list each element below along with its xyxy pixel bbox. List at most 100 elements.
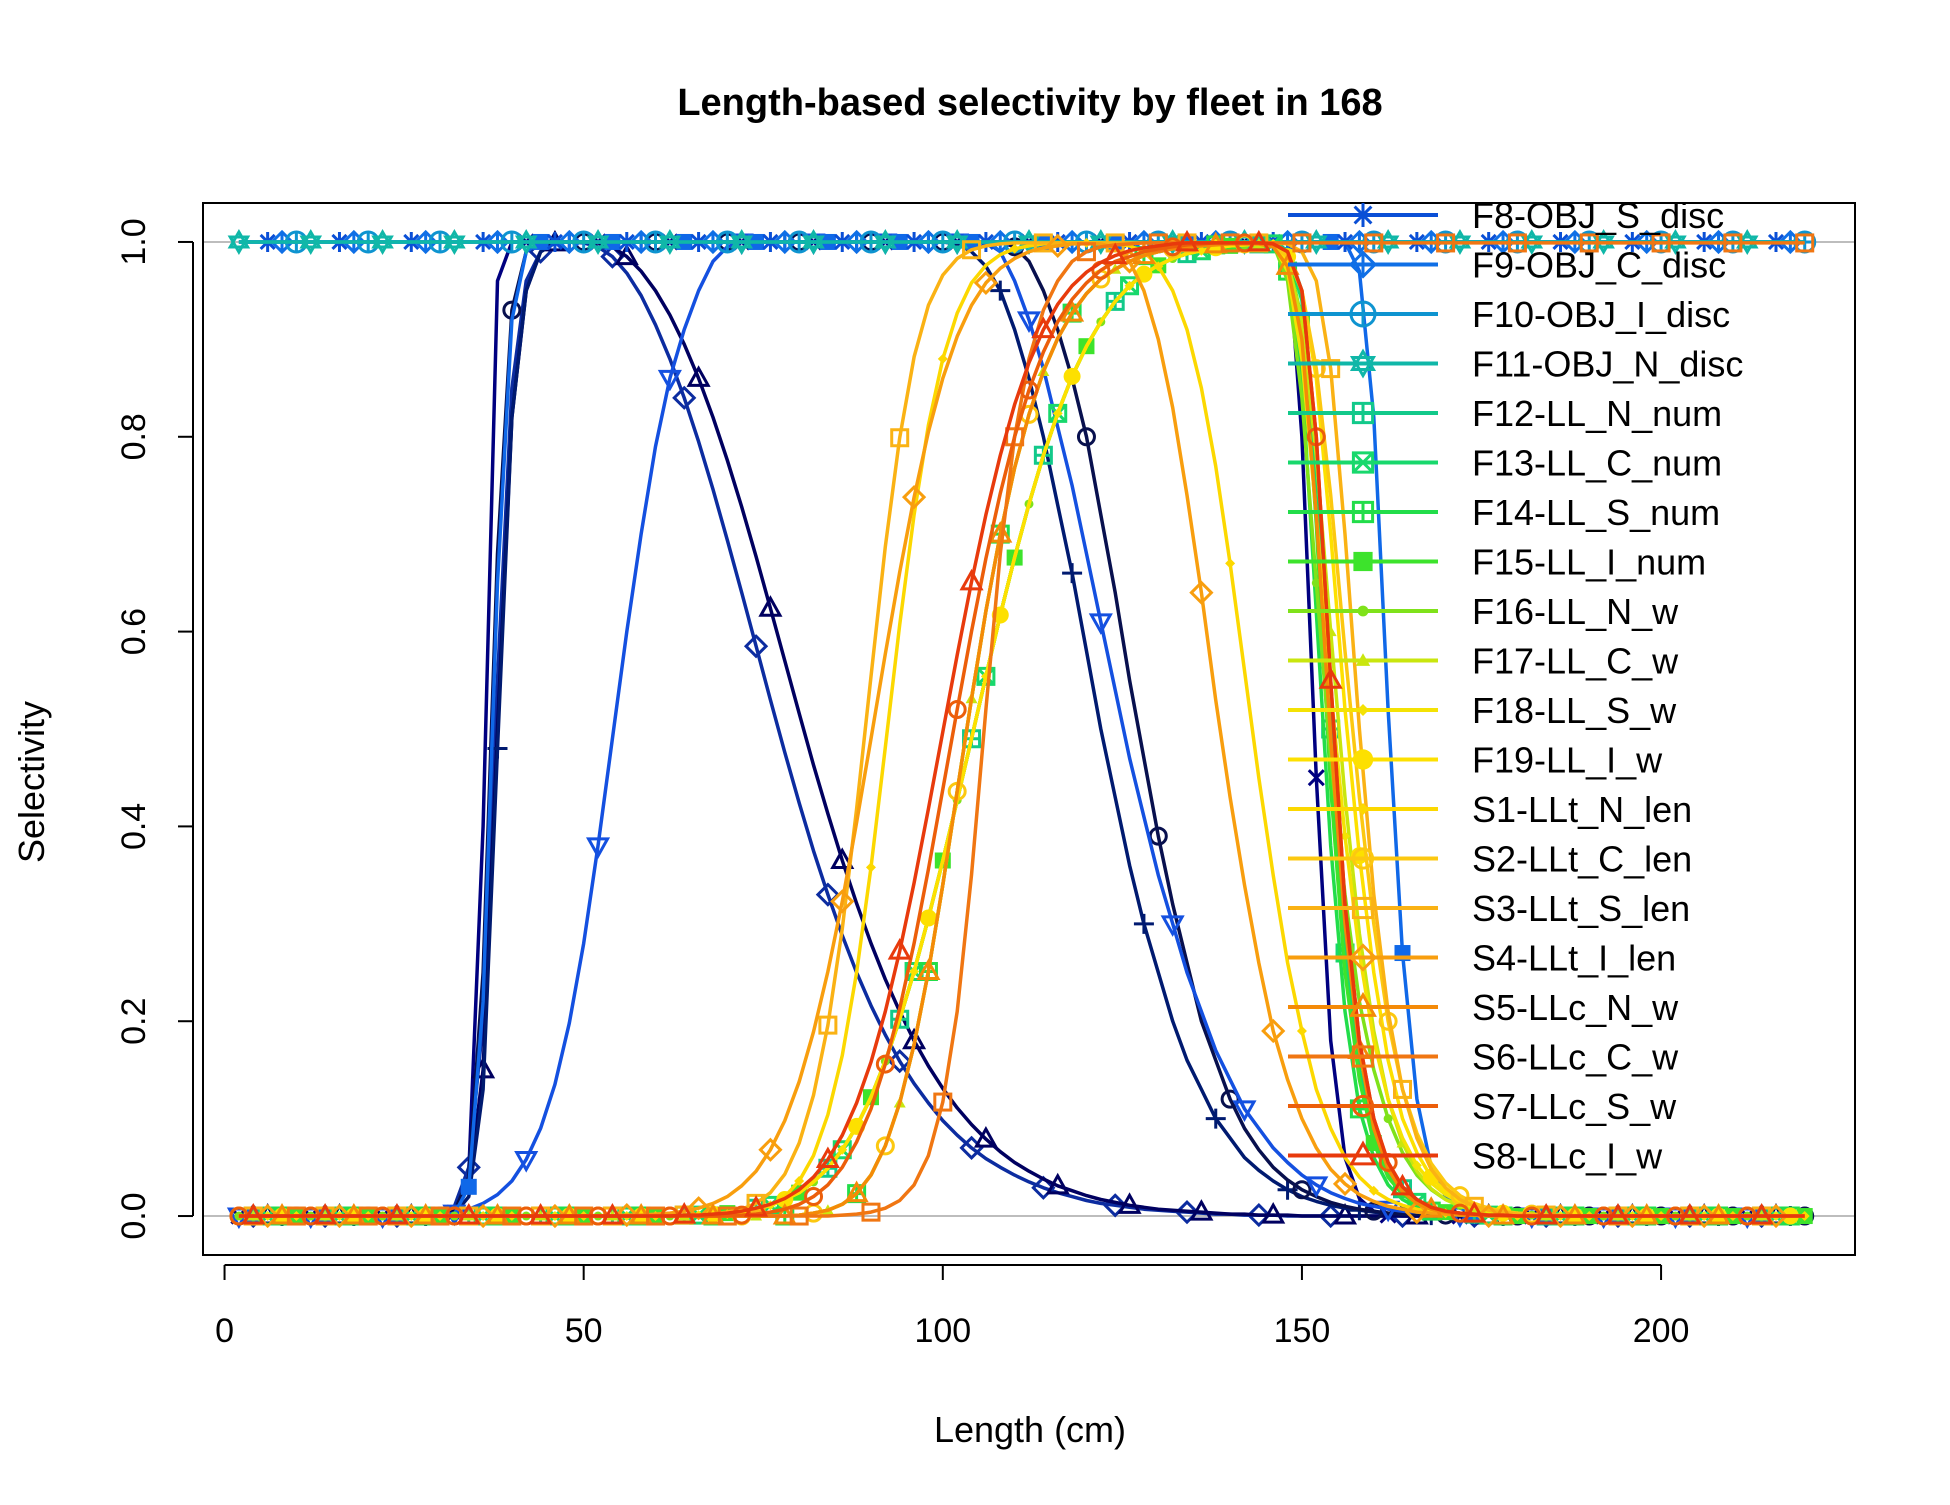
legend-marker <box>1349 348 1377 379</box>
data-point <box>1620 1203 1645 1229</box>
legend-marker <box>1351 1094 1375 1118</box>
data-point <box>1160 915 1185 937</box>
data-point <box>1677 1202 1702 1225</box>
data-point <box>1404 1200 1429 1225</box>
data-point <box>1045 233 1070 258</box>
data-point <box>514 1151 539 1173</box>
y-tick-label: 0.4 <box>115 803 153 850</box>
data-point <box>743 634 769 659</box>
legend-marker <box>1349 300 1377 328</box>
data-point <box>1133 913 1154 934</box>
data-point <box>1031 316 1056 339</box>
data-point <box>299 228 323 255</box>
data-point <box>471 1203 496 1229</box>
legend-marker <box>1357 704 1369 716</box>
legend-item: F10-OBJ_I_disc <box>1288 294 1730 335</box>
legend-label: S7-LLc_S_w <box>1472 1086 1677 1127</box>
legend-item: F9-OBJ_C_disc <box>1288 245 1726 286</box>
data-point <box>861 1202 881 1222</box>
data-point <box>384 1202 409 1225</box>
data-point <box>973 1126 998 1148</box>
legend-marker <box>1348 250 1378 279</box>
data-point <box>1045 1172 1070 1195</box>
legend-item: S8-LLc_I_w <box>1288 1136 1663 1177</box>
legend-marker <box>1351 896 1375 920</box>
data-point <box>1651 233 1671 253</box>
data-point <box>744 1195 769 1217</box>
data-point <box>227 228 251 255</box>
legend-marker <box>1351 1045 1375 1068</box>
legend-item: F13-LL_C_num <box>1288 443 1722 484</box>
legend-marker <box>1351 401 1375 425</box>
data-point <box>730 228 754 255</box>
data-point <box>1321 359 1341 379</box>
data-point <box>1749 1202 1774 1225</box>
legend-label: F14-LL_S_num <box>1472 492 1720 533</box>
data-point <box>1009 243 1020 254</box>
legend-item: S7-LLc_S_w <box>1288 1086 1677 1127</box>
data-point <box>456 1202 481 1225</box>
data-point <box>1692 1203 1717 1229</box>
data-point <box>1189 580 1214 605</box>
data-point <box>830 889 855 914</box>
y-tick-label: 0.8 <box>115 413 153 460</box>
data-point <box>916 958 941 981</box>
data-point <box>586 228 610 255</box>
data-point <box>1232 1100 1257 1122</box>
legend-marker <box>1351 203 1375 227</box>
data-point <box>614 1202 639 1228</box>
legend-marker <box>1349 1140 1377 1166</box>
data-point <box>542 1203 568 1229</box>
legend-marker <box>1357 803 1369 815</box>
data-point <box>514 228 538 255</box>
data-point <box>1296 1025 1307 1036</box>
data-point <box>758 1137 783 1162</box>
data-point <box>901 485 927 510</box>
legend-label: S2-LLt_C_len <box>1472 839 1692 880</box>
data-point <box>1723 233 1743 253</box>
series-line <box>238 241 1805 1218</box>
legend-label: F13-LL_C_num <box>1472 443 1722 484</box>
legend-label: S5-LLc_N_w <box>1472 987 1679 1028</box>
data-point <box>1189 1199 1214 1221</box>
data-point <box>887 938 912 960</box>
legend-marker <box>1352 749 1374 770</box>
data-point <box>658 228 682 255</box>
data-point <box>1318 1203 1343 1229</box>
legend-item: S5-LLc_N_w <box>1288 987 1679 1028</box>
legend-label: F10-OBJ_I_disc <box>1472 294 1730 335</box>
legend-marker <box>1355 653 1371 666</box>
x-tick-label: 0 <box>215 1312 234 1350</box>
data-point <box>794 1175 805 1186</box>
data-point <box>945 228 969 255</box>
data-point <box>990 280 1011 301</box>
legend-item: F19-LL_I_w <box>1288 740 1663 781</box>
legend-item: F18-LL_S_w <box>1288 690 1677 731</box>
data-point <box>1261 1018 1286 1044</box>
data-point <box>887 1049 912 1074</box>
legend-item: S3-LLt_S_len <box>1288 888 1690 929</box>
data-point <box>614 243 639 266</box>
legend-label: F8-OBJ_S_disc <box>1472 195 1724 236</box>
data-point <box>1261 1201 1286 1224</box>
data-point <box>1246 229 1271 252</box>
data-point <box>1076 242 1096 262</box>
data-point <box>528 1202 553 1225</box>
legend-marker <box>1349 991 1377 1017</box>
legend-label: S4-LLt_I_len <box>1472 938 1676 979</box>
data-point <box>1462 1201 1487 1223</box>
plot-frame <box>202 202 1856 1256</box>
data-point <box>1205 1108 1226 1129</box>
data-point <box>313 1202 338 1225</box>
data-point <box>815 1146 840 1169</box>
data-point <box>933 1092 953 1112</box>
legend-label: F18-LL_S_w <box>1472 690 1677 731</box>
data-point <box>443 228 466 255</box>
data-point <box>818 1015 838 1035</box>
data-point <box>947 700 967 720</box>
data-point <box>1376 1200 1401 1223</box>
data-point <box>1031 1175 1056 1200</box>
data-point <box>686 365 711 387</box>
data-point <box>804 1187 824 1207</box>
